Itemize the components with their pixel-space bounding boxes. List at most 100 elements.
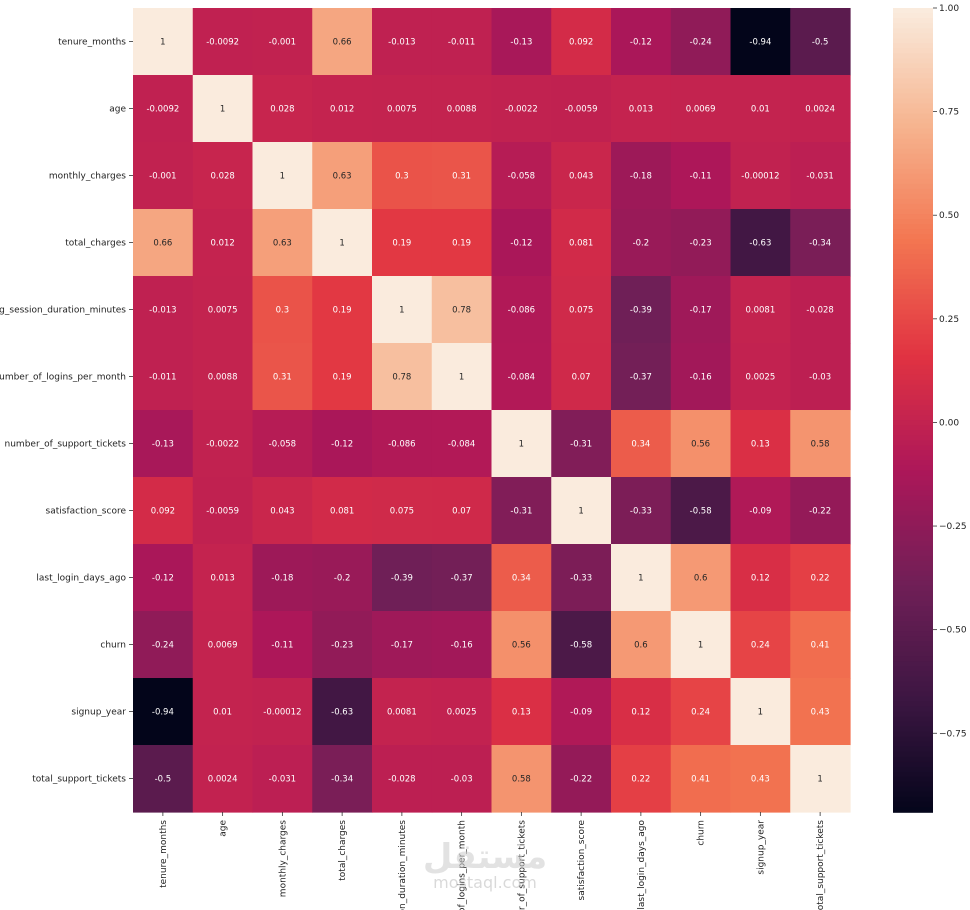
heatmap-cell-label: 1 (638, 574, 643, 584)
colorbar-segment (893, 399, 933, 406)
heatmap-cell (551, 209, 612, 277)
colorbar-segment (893, 279, 933, 286)
heatmap-cell (730, 343, 791, 411)
colorbar-segment (893, 13, 933, 19)
heatmap-cell-label: -0.2 (334, 574, 351, 584)
colorbar-segment (893, 88, 933, 95)
heatmap-cell-label: 0.31 (273, 373, 292, 383)
colorbar-segment (893, 766, 933, 773)
colorbar-segment (893, 420, 933, 426)
colorbar-segment (893, 309, 933, 316)
heatmap-cell (790, 343, 851, 411)
x-axis-labels: tenure_months age monthly_charges total_cha… (159, 812, 826, 910)
heatmap-cell-label: 0.07 (452, 507, 471, 517)
heatmap-cell (133, 611, 194, 679)
heatmap-cell (372, 142, 433, 210)
heatmap-cell (133, 477, 194, 545)
colorbar-segment (893, 465, 933, 472)
heatmap-cell-label: -0.94 (152, 708, 174, 718)
heatmap-cell-label: -0.084 (448, 440, 475, 450)
heatmap-cell (790, 611, 851, 679)
heatmap-cell (252, 276, 313, 344)
heatmap-cell (431, 745, 493, 813)
heatmap-cell (372, 276, 433, 344)
heatmap-cell-label: -0.37 (630, 373, 652, 383)
y-tick-label: total_charges (65, 239, 126, 249)
heatmap-cell-label: 0.58 (811, 440, 830, 450)
heatmap-cell (192, 477, 254, 545)
heatmap-cell (790, 142, 851, 210)
heatmap-cell (133, 75, 194, 143)
heatmap-cell-label: -0.0092 (146, 105, 179, 115)
colorbar-segment (893, 103, 933, 110)
colorbar-segment (893, 786, 933, 793)
colorbar-segment (893, 48, 933, 55)
colorbar-segment (893, 153, 933, 160)
colorbar-segment (893, 8, 933, 14)
heatmap-cell-label: 0.0024 (208, 775, 238, 785)
colorbar-segment (893, 168, 933, 175)
colorbar-segment (893, 646, 933, 652)
heatmap-cell (491, 477, 552, 545)
heatmap-cell-label: 0.19 (392, 239, 411, 249)
heatmap-cell (551, 477, 612, 545)
heatmap-cell-label: -0.001 (269, 38, 296, 48)
heatmap-cell-label: -0.34 (809, 239, 831, 249)
heatmap-cell (730, 477, 791, 545)
heatmap-cell (372, 544, 433, 612)
colorbar-segment (893, 78, 933, 85)
colorbar-segment (893, 555, 933, 562)
colorbar-segment (893, 696, 933, 703)
heatmap-cell (670, 142, 732, 210)
colorbar-segment (893, 229, 933, 235)
colorbar-segment (893, 339, 933, 346)
colorbar-segment (893, 616, 933, 622)
colorbar-segment (893, 450, 933, 457)
heatmap-cell (431, 75, 493, 143)
x-tick-label: sion_duration_minutes (398, 820, 408, 910)
heatmap-cell (790, 410, 851, 478)
colorbar-segment (893, 319, 933, 326)
heatmap-cell (431, 8, 493, 76)
heatmap-cell (312, 8, 373, 76)
colorbar-segment (893, 656, 933, 663)
heatmap-cell-label: 0.028 (210, 172, 234, 182)
y-tick-label: age (109, 105, 126, 115)
colorbar-segment (893, 118, 933, 125)
colorbar-segment (893, 324, 933, 331)
heatmap-cell-label: 0.31 (452, 172, 471, 182)
heatmap-cell-label: -0.58 (690, 507, 712, 517)
heatmap-cell (491, 276, 552, 344)
colorbar-segment (893, 148, 933, 155)
heatmap-cell (372, 75, 433, 143)
heatmap-cell-label: 0.66 (333, 38, 352, 48)
heatmap-cell (670, 745, 732, 813)
heatmap-cell-label: -0.17 (391, 641, 413, 651)
y-tick-label: last_login_days_ago (36, 574, 126, 584)
colorbar-segment (893, 68, 933, 75)
x-tick-label: tenure_months (159, 820, 169, 888)
colorbar-segment (893, 500, 933, 507)
heatmap-cell (611, 142, 672, 210)
y-tick-label: signup_year (71, 708, 126, 718)
heatmap-cell-label: -0.0022 (505, 105, 538, 115)
heatmap-cell (611, 8, 672, 76)
heatmap-cell (670, 209, 732, 277)
colorbar-segment (893, 38, 933, 44)
heatmap-cell-label: -0.18 (630, 172, 652, 182)
heatmap-cell (252, 745, 313, 813)
colorbar-segment (893, 374, 933, 381)
colorbar-segment (893, 364, 933, 371)
heatmap-cell (611, 410, 672, 478)
heatmap-cell (372, 477, 433, 545)
colorbar-segment (893, 741, 933, 748)
heatmap-cell (133, 745, 194, 813)
heatmap-cell (730, 410, 791, 478)
heatmap-cell-label: -0.028 (806, 306, 833, 316)
heatmap-cell-label: -0.0022 (206, 440, 239, 450)
watermark-text: mostaql.com (433, 873, 537, 892)
heatmap-cell (192, 544, 254, 612)
heatmap-cell (730, 209, 791, 277)
colorbar-segment (893, 470, 933, 477)
colorbar-segment (893, 193, 933, 200)
